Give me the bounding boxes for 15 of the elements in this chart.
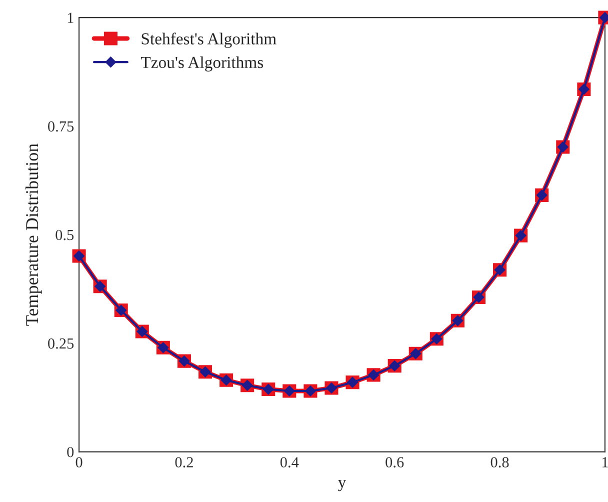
x-axis-title: y <box>338 480 346 492</box>
x-tick-label: 0 <box>76 457 82 468</box>
y-tick-label: 1 <box>68 12 74 23</box>
x-tick-label: 0.4 <box>280 457 299 468</box>
x-tick-label: 0.8 <box>490 457 509 468</box>
legend-label: Stehfest's Algorithm <box>142 32 276 48</box>
y-tick-label: 0 <box>67 446 74 458</box>
x-tick-label: 1 <box>602 457 608 468</box>
y-tick-label: 0.5 <box>56 230 74 240</box>
x-tick-label: 0.6 <box>386 457 404 468</box>
y-tick-label: 0.25 <box>48 338 74 349</box>
y-axis-title: Temperature Distribution <box>26 144 42 326</box>
y-tick-label: 0.75 <box>48 121 74 132</box>
x-tick-label: 0.2 <box>175 457 193 468</box>
legend-label: Tzou's Algorithms <box>141 56 264 72</box>
